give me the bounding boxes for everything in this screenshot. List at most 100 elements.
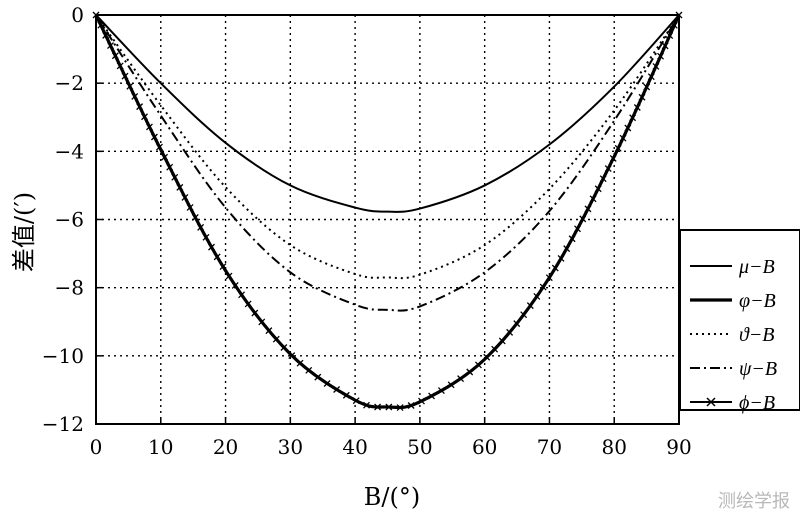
cross-marker (551, 264, 559, 272)
y-tick-label: −8 (55, 276, 84, 300)
cross-marker (385, 403, 393, 411)
cross-marker (447, 381, 455, 389)
cross-marker (624, 124, 632, 132)
cross-marker (363, 401, 370, 409)
cross-marker (604, 165, 612, 173)
cross-marker (352, 397, 360, 405)
cross-marker (219, 263, 227, 270)
cross-marker (272, 335, 280, 343)
ticks: 0 10 20 30 40 50 60 70 80 90 0 −2 −4 −6 −8 −10 −12 (42, 3, 692, 459)
cross-marker (202, 233, 210, 241)
cross-marker (288, 352, 296, 360)
cross-marker (374, 403, 382, 411)
cross-marker (657, 52, 665, 60)
series-line (95, 14, 680, 280)
x-axis-label: B/(°) (364, 483, 420, 511)
cross-marker (428, 392, 436, 400)
cross-marker (466, 368, 474, 376)
legend: μ−B φ−B ϑ−B ψ−B ϕ−B (679, 229, 800, 414)
y-tick-label: 0 (71, 3, 84, 27)
cross-marker (407, 402, 415, 409)
cross-marker (629, 114, 637, 122)
watermark: 测绘学报 (718, 491, 790, 512)
cross-marker (102, 31, 110, 39)
cross-marker (539, 283, 547, 291)
cross-marker (111, 52, 119, 60)
cross-marker (584, 205, 592, 213)
cross-marker (231, 282, 239, 289)
x-tick-label: 90 (666, 435, 691, 459)
x-tick-label: 60 (472, 435, 497, 459)
cross-marker (609, 155, 617, 162)
legend-label: ψ−B (739, 358, 777, 380)
cross-marker (161, 153, 169, 161)
cross-marker (107, 42, 114, 50)
cross-marker (208, 243, 215, 251)
y-tick-label: −10 (42, 344, 84, 368)
cross-marker (333, 386, 341, 393)
cross-marker (661, 42, 669, 50)
x-tick-label: 30 (278, 435, 303, 459)
cross-marker (251, 309, 259, 317)
cross-marker (258, 318, 266, 326)
plot-frame (95, 14, 680, 425)
cross-marker (418, 397, 425, 405)
cross-marker (457, 375, 465, 383)
series-line (95, 14, 680, 213)
cross-marker (619, 134, 627, 142)
cross-marker (599, 175, 607, 183)
x-tick-label: 50 (407, 435, 432, 459)
cross-marker (614, 144, 622, 152)
cross-marker (526, 302, 534, 310)
y-tick-label: −2 (55, 71, 84, 95)
cross-marker (670, 21, 678, 29)
cross-marker (579, 215, 587, 223)
cross-marker (280, 344, 288, 351)
cross-marker (265, 327, 273, 335)
cross-marker (186, 203, 194, 211)
cross-marker (513, 320, 521, 328)
x-tick-label: 0 (90, 435, 103, 459)
cross-marker (643, 83, 651, 91)
data-point (387, 277, 389, 279)
cross-marker (150, 133, 158, 141)
cross-marker (557, 254, 565, 262)
cross-marker (483, 353, 491, 361)
cross-marker (121, 72, 129, 80)
cross-marker (323, 380, 331, 387)
cross-marker (296, 359, 304, 367)
cross-marker (563, 245, 571, 253)
y-tick-label: −4 (55, 139, 84, 163)
cross-marker (244, 300, 252, 308)
x-tick-label: 70 (537, 435, 562, 459)
series-3 (95, 14, 680, 280)
cross-marker (437, 387, 445, 395)
cross-marker (652, 62, 660, 70)
series-line (95, 14, 680, 312)
cross-marker (136, 103, 144, 111)
y-axis-label: 差值/(′) (10, 192, 38, 272)
legend-label: φ−B (739, 290, 776, 312)
x-tick-label: 10 (148, 435, 173, 459)
cross-marker (638, 93, 646, 101)
cross-marker (589, 195, 597, 203)
cross-marker (213, 253, 221, 261)
cross-marker (314, 373, 322, 381)
series-5 (92, 11, 683, 412)
cross-marker (574, 225, 581, 233)
legend-label: μ−B (738, 256, 775, 278)
legend-label: ϑ−B (739, 324, 775, 346)
x-tick-label: 80 (601, 435, 626, 459)
cross-marker (520, 311, 528, 319)
series-1 (95, 14, 680, 213)
cross-marker (156, 143, 163, 151)
cross-marker (545, 274, 553, 282)
cross-marker (647, 73, 655, 81)
legend-label: ϕ−B (739, 392, 775, 414)
cross-marker (568, 235, 576, 243)
x-tick-label: 20 (213, 435, 238, 459)
cross-marker (633, 104, 641, 111)
cross-marker (594, 185, 602, 193)
cross-marker (181, 193, 189, 201)
